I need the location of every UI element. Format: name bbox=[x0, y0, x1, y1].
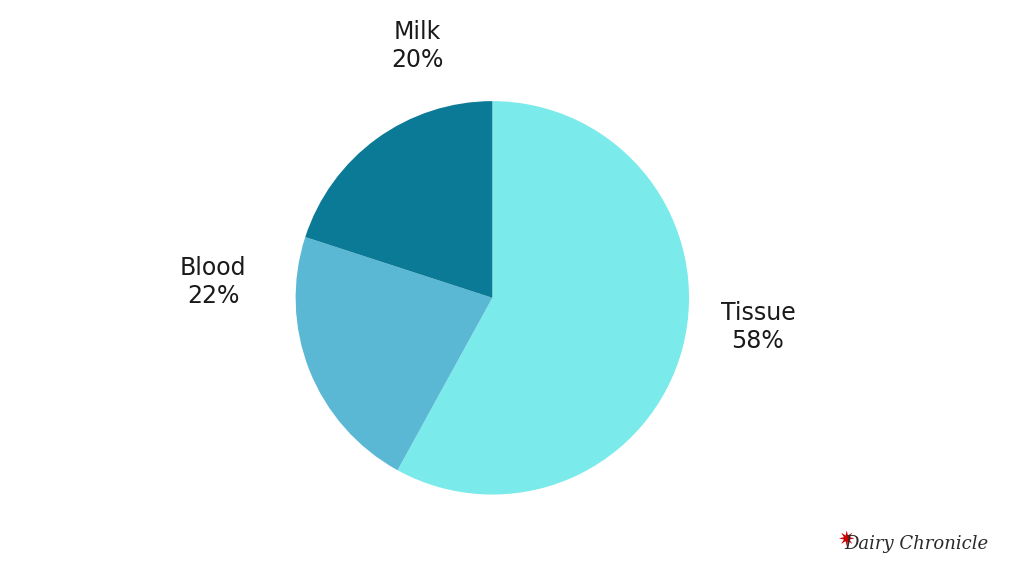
Text: Milk
20%: Milk 20% bbox=[391, 20, 443, 72]
Wedge shape bbox=[296, 237, 493, 470]
Wedge shape bbox=[305, 101, 493, 298]
Text: Dairy Chronicle: Dairy Chronicle bbox=[844, 535, 988, 553]
Text: Blood
22%: Blood 22% bbox=[180, 256, 246, 308]
Text: ✷: ✷ bbox=[837, 530, 855, 550]
Text: Tissue
58%: Tissue 58% bbox=[721, 301, 796, 353]
Wedge shape bbox=[397, 101, 689, 495]
